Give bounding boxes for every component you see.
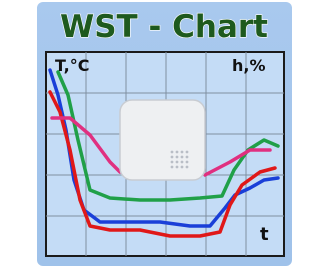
device <box>120 100 205 180</box>
x-axis-label: t <box>260 224 269 245</box>
device-body <box>120 100 205 180</box>
y-axis-label: T,°C <box>55 56 89 75</box>
app-icon: WST - Chart T,°C h,% t <box>0 0 294 268</box>
y2-axis-label: h,% <box>232 56 266 75</box>
page-margin <box>0 0 36 268</box>
title: WST - Chart <box>60 9 268 45</box>
